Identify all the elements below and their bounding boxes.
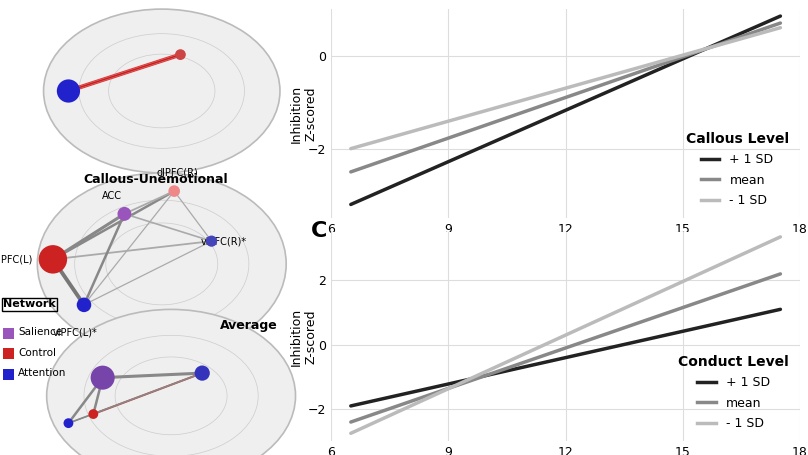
- Ellipse shape: [47, 309, 296, 455]
- Point: [96, 374, 109, 381]
- Point: [205, 238, 218, 245]
- Text: dlPFC(L): dlPFC(L): [0, 254, 32, 264]
- Text: Salience: Salience: [18, 327, 62, 337]
- Y-axis label: Inhibition
Z-scored: Inhibition Z-scored: [290, 308, 318, 366]
- Point: [78, 301, 90, 308]
- Text: Attention: Attention: [18, 368, 66, 378]
- Text: vlPFC(R)*: vlPFC(R)*: [201, 236, 247, 246]
- X-axis label: Inhibition Network Density: Inhibition Network Density: [461, 242, 671, 256]
- Text: ACC: ACC: [102, 191, 122, 201]
- Point: [87, 410, 100, 418]
- FancyBboxPatch shape: [3, 369, 14, 380]
- Text: Average: Average: [220, 319, 278, 332]
- Point: [196, 369, 208, 377]
- Point: [62, 420, 75, 427]
- Text: Control: Control: [18, 348, 56, 358]
- Y-axis label: Inhibition
Z-scored: Inhibition Z-scored: [290, 85, 318, 143]
- Point: [62, 87, 75, 95]
- Point: [118, 210, 131, 217]
- Text: dlPFC(R): dlPFC(R): [157, 168, 198, 178]
- Text: Network: Network: [3, 299, 56, 309]
- FancyBboxPatch shape: [3, 348, 14, 359]
- Ellipse shape: [37, 173, 286, 355]
- Point: [174, 51, 187, 58]
- Text: C: C: [311, 221, 327, 241]
- Point: [168, 187, 181, 195]
- FancyBboxPatch shape: [3, 328, 14, 339]
- Ellipse shape: [44, 9, 280, 173]
- Legend: + 1 SD, mean, - 1 SD: + 1 SD, mean, - 1 SD: [673, 349, 793, 435]
- Text: vlPFC(L)*: vlPFC(L)*: [53, 327, 97, 337]
- Point: [46, 256, 59, 263]
- Legend: + 1 SD, mean, - 1 SD: + 1 SD, mean, - 1 SD: [680, 126, 793, 212]
- Text: Callous-Unemotional: Callous-Unemotional: [83, 173, 228, 186]
